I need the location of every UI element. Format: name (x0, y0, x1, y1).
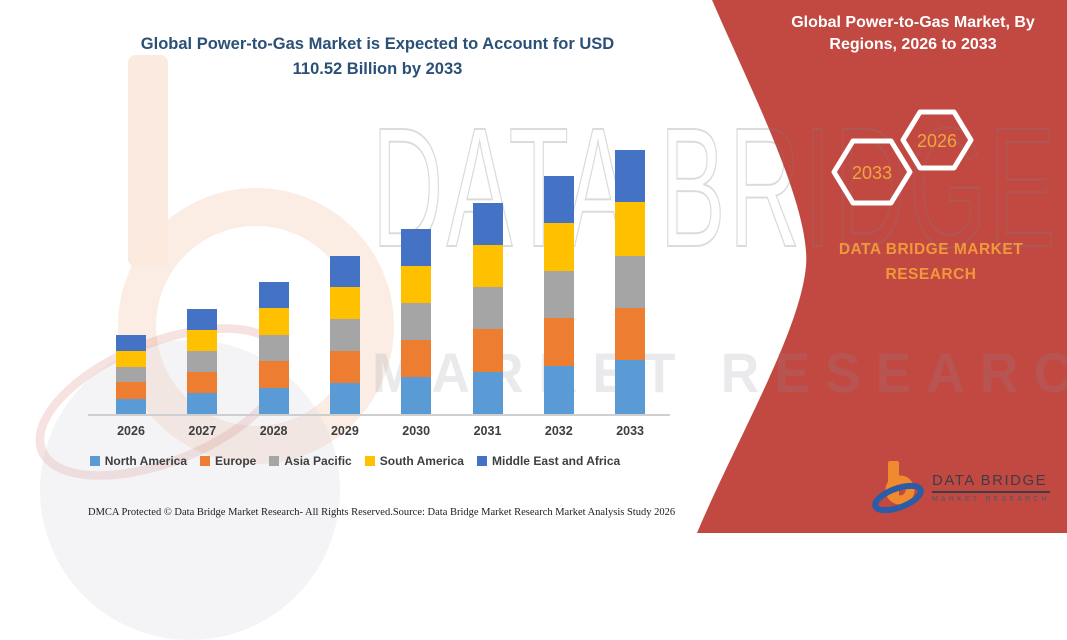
banner-brand-line1: DATA BRIDGE MARKET (838, 241, 1024, 258)
bar-segment-2029-south-america (329, 286, 360, 319)
logo-swoosh (872, 482, 924, 514)
bar-segment-2030-asia-pacific (401, 302, 432, 340)
bar-segment-2031-asia-pacific (472, 286, 503, 330)
hexagon-2026 (900, 109, 974, 171)
bar-segment-2028-europe (258, 361, 289, 388)
bar-segment-2027-middle-east-and-africa (187, 308, 218, 330)
logo-subtitle: MARKET RESEARCH (932, 495, 1050, 503)
bar-segment-2032-middle-east-and-africa (543, 175, 574, 224)
bar-segment-2029-europe (329, 350, 360, 383)
banner-title-line2: Regions, 2026 to 2033 (829, 36, 997, 54)
bar-segment-2029-asia-pacific (329, 318, 360, 351)
source-text: Source: Data Bridge Market Research Mark… (392, 507, 676, 518)
bar-segment-2033-europe (615, 307, 646, 361)
logo-mark-icon (872, 461, 924, 514)
bar-segment-2027-europe (187, 372, 218, 394)
hexagon-2033 (831, 138, 913, 206)
chart-title-line1: Global Power-to-Gas Market is Expected t… (140, 35, 615, 53)
bar-segment-2027-south-america (187, 329, 218, 352)
bar-segment-2028-middle-east-and-africa (258, 281, 289, 309)
bar-segment-2029-north-america (329, 382, 360, 415)
legend-label: South America (379, 454, 464, 468)
chart-title: Global Power-to-Gas Market is Expected t… (90, 32, 665, 82)
bar-segment-2032-north-america (543, 366, 574, 415)
x-tick-label-2033: 2033 (616, 424, 644, 438)
bar-2030 (401, 228, 432, 415)
bar-segment-2029-middle-east-and-africa (329, 255, 360, 287)
infographic: DATA BRIDGE MARKET RESEARCH Global Power… (13, 0, 1067, 640)
bar-segment-2030-middle-east-and-africa (401, 228, 432, 266)
footer: DMCA Protected © Data Bridge Market Rese… (88, 507, 675, 518)
banner-brand-text: DATA BRIDGE MARKET RESEARCH (800, 238, 1062, 288)
bar-2032 (543, 175, 574, 415)
hexagon-badges: 2033 2026 (831, 109, 974, 206)
bar-segment-2032-asia-pacific (543, 270, 574, 319)
bar-segment-2027-asia-pacific (187, 351, 218, 373)
bar-segment-2032-europe (543, 318, 574, 367)
bar-segment-2028-asia-pacific (258, 334, 289, 362)
bar-2027 (187, 308, 218, 415)
bar-2033 (615, 150, 646, 415)
legend-swatch-icon (89, 456, 100, 466)
x-tick-label-2031: 2031 (473, 424, 502, 438)
bar-segment-2030-north-america (401, 377, 432, 415)
hexagon-2026-label: 2026 (917, 131, 957, 151)
bar-segment-2031-south-america (472, 244, 503, 287)
bar-segment-2033-middle-east-and-africa (615, 150, 646, 203)
bar-segment-2032-south-america (543, 223, 574, 271)
bar-2031 (472, 202, 503, 415)
chart-title-line2: 110.52 Billion by 2033 (292, 59, 463, 78)
bar-segment-2033-asia-pacific (615, 256, 646, 308)
banner-title-line1: Global Power-to-Gas Market, By (791, 14, 1035, 31)
logo-name: DATA BRIDGE (932, 472, 1050, 493)
banner-title: Global Power-to-Gas Market, By Regions, … (768, 12, 1058, 57)
bar-segment-2030-south-america (401, 265, 432, 303)
legend-swatch-icon (476, 456, 487, 466)
plot-area (115, 140, 646, 415)
banner-background (697, 0, 1067, 533)
bar-segment-2033-south-america (615, 202, 646, 257)
company-logo: DATA BRIDGE MARKET RESEARCH (872, 458, 1050, 516)
legend-label: Middle East and Africa (491, 454, 621, 468)
x-tick-label-2030: 2030 (402, 424, 431, 438)
bar-segment-2033-north-america (615, 360, 646, 415)
bar-segment-2030-europe (401, 339, 432, 378)
bar-segment-2027-north-america (187, 393, 218, 415)
dmca-text: DMCA Protected © Data Bridge Market Rese… (88, 507, 393, 518)
logo-text: DATA BRIDGE MARKET RESEARCH (932, 472, 1050, 503)
legend-item-middle-east-and-africa: Middle East and Africa (476, 454, 621, 468)
bar-2029 (329, 255, 360, 415)
bar-2028 (258, 281, 289, 415)
x-tick-label-2032: 2032 (544, 424, 573, 438)
banner-content: Global Power-to-Gas Market, By Regions, … (768, 12, 1062, 516)
bar-segment-2031-middle-east-and-africa (472, 202, 503, 245)
hexagon-2033-label: 2033 (852, 163, 892, 183)
bar-segment-2031-europe (472, 329, 503, 372)
bar-segment-2028-south-america (258, 308, 289, 335)
bar-segment-2028-north-america (258, 387, 289, 415)
bar-segment-2031-north-america (472, 371, 503, 415)
banner-brand-line2: RESEARCH (885, 265, 977, 283)
banner-shape (697, 0, 1067, 533)
